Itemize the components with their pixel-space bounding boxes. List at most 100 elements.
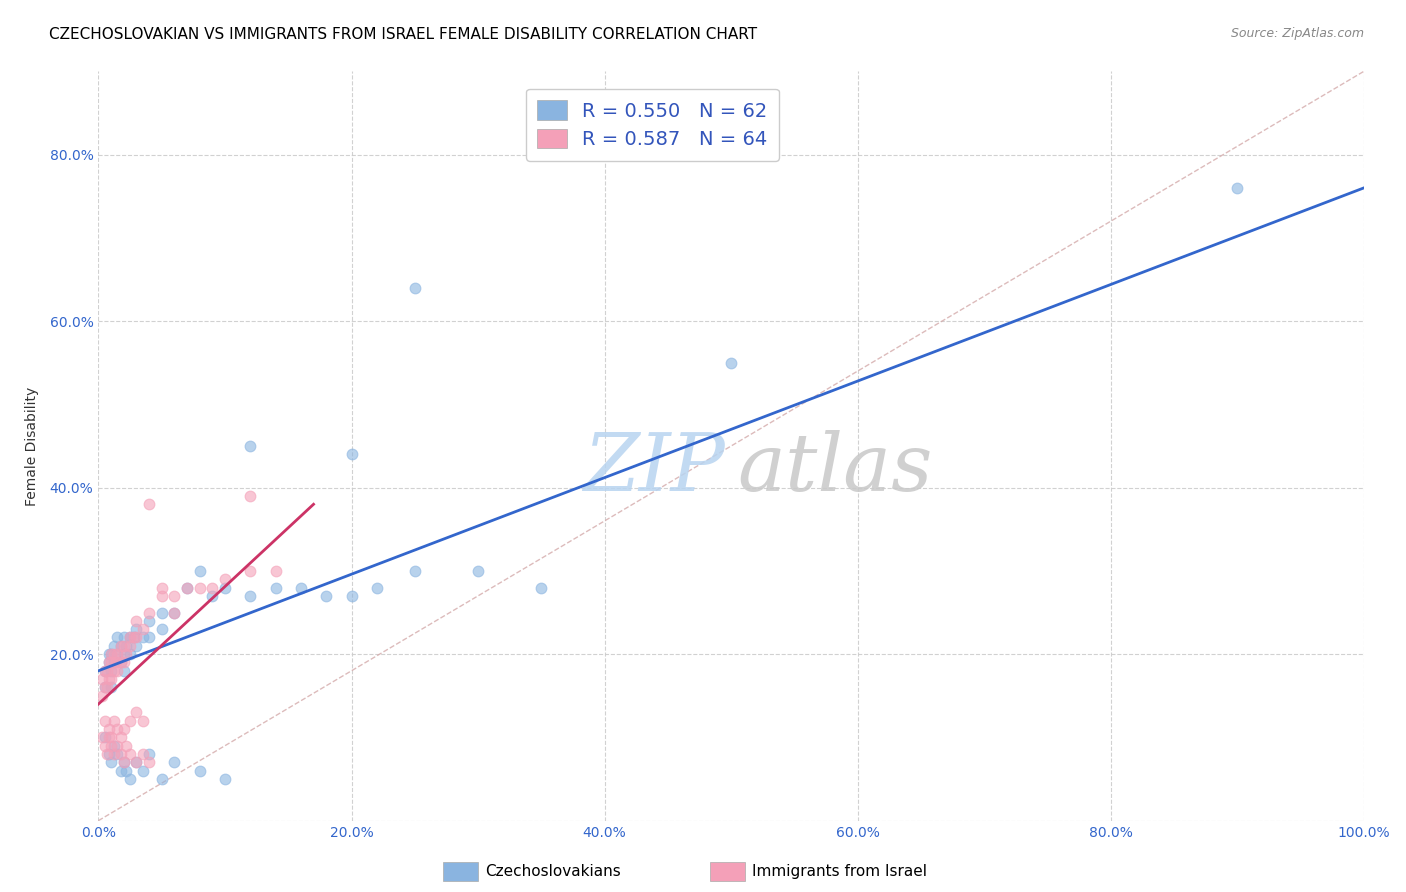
Point xyxy=(110,764,132,778)
Point xyxy=(120,772,141,786)
Point xyxy=(720,356,742,370)
Point xyxy=(239,439,262,453)
Point xyxy=(103,647,125,661)
Point xyxy=(120,647,141,661)
Point xyxy=(404,281,426,295)
Point xyxy=(91,731,114,745)
Point xyxy=(112,664,135,678)
Point xyxy=(132,764,155,778)
Point xyxy=(120,747,141,761)
Point xyxy=(120,631,141,645)
Point xyxy=(115,739,138,753)
Point xyxy=(125,614,148,628)
Point xyxy=(176,581,198,595)
Point xyxy=(112,756,135,770)
Point xyxy=(201,589,224,603)
Point xyxy=(115,647,138,661)
Point xyxy=(107,722,129,736)
Point xyxy=(125,639,148,653)
Point xyxy=(112,756,135,770)
Point xyxy=(214,581,236,595)
Point xyxy=(201,581,224,595)
Point xyxy=(138,631,160,645)
Point xyxy=(112,631,135,645)
Text: Czechoslovakians: Czechoslovakians xyxy=(485,864,621,879)
Point xyxy=(103,714,125,728)
Point xyxy=(100,731,122,745)
Point xyxy=(105,656,128,670)
Point xyxy=(97,722,120,736)
Point xyxy=(188,764,211,778)
Point xyxy=(188,581,211,595)
Point xyxy=(110,656,132,670)
Point xyxy=(115,639,138,653)
Point xyxy=(93,664,117,678)
Point xyxy=(530,581,553,595)
Point xyxy=(122,631,145,645)
Point xyxy=(120,631,141,645)
Point xyxy=(110,656,132,670)
Point xyxy=(103,747,125,761)
Point xyxy=(100,664,122,678)
Point xyxy=(100,647,122,661)
Point xyxy=(91,672,114,686)
Point xyxy=(97,731,120,745)
Point xyxy=(96,664,118,678)
Point xyxy=(110,731,132,745)
Point xyxy=(163,756,186,770)
Point xyxy=(150,606,173,620)
Text: Immigrants from Israel: Immigrants from Israel xyxy=(752,864,927,879)
Point xyxy=(122,631,145,645)
Point xyxy=(110,639,132,653)
Text: Source: ZipAtlas.com: Source: ZipAtlas.com xyxy=(1230,27,1364,40)
Point xyxy=(100,672,122,686)
Point xyxy=(100,647,122,661)
Point xyxy=(138,497,160,511)
Point xyxy=(100,756,122,770)
Point xyxy=(93,739,117,753)
Point xyxy=(239,489,262,503)
Point xyxy=(138,606,160,620)
Point xyxy=(340,447,363,461)
Point xyxy=(163,589,186,603)
Point xyxy=(120,639,141,653)
Point xyxy=(107,647,129,661)
Point xyxy=(125,756,148,770)
Point xyxy=(132,747,155,761)
Point xyxy=(93,681,117,695)
Point xyxy=(125,622,148,636)
Point xyxy=(96,681,118,695)
Point xyxy=(103,639,125,653)
Point xyxy=(132,714,155,728)
Point xyxy=(125,756,148,770)
Point xyxy=(125,706,148,720)
Text: CZECHOSLOVAKIAN VS IMMIGRANTS FROM ISRAEL FEMALE DISABILITY CORRELATION CHART: CZECHOSLOVAKIAN VS IMMIGRANTS FROM ISRAE… xyxy=(49,27,758,42)
Point xyxy=(138,747,160,761)
Point xyxy=(239,564,262,578)
Point xyxy=(315,589,337,603)
Point xyxy=(112,647,135,661)
Point xyxy=(103,664,125,678)
Point xyxy=(176,581,198,595)
Point xyxy=(120,714,141,728)
Point xyxy=(404,564,426,578)
Text: ZIP: ZIP xyxy=(583,430,725,508)
Point xyxy=(150,581,173,595)
Point xyxy=(97,747,120,761)
Point xyxy=(150,589,173,603)
Point xyxy=(97,656,120,670)
Y-axis label: Female Disability: Female Disability xyxy=(24,386,38,506)
Point xyxy=(138,756,160,770)
Point xyxy=(100,681,122,695)
Point xyxy=(112,656,135,670)
Point xyxy=(340,589,363,603)
Point xyxy=(214,572,236,586)
Point xyxy=(239,589,262,603)
Point xyxy=(103,656,125,670)
Point xyxy=(264,581,287,595)
Point xyxy=(93,681,117,695)
Point xyxy=(163,606,186,620)
Point xyxy=(150,772,173,786)
Point xyxy=(100,739,122,753)
Point xyxy=(110,639,132,653)
